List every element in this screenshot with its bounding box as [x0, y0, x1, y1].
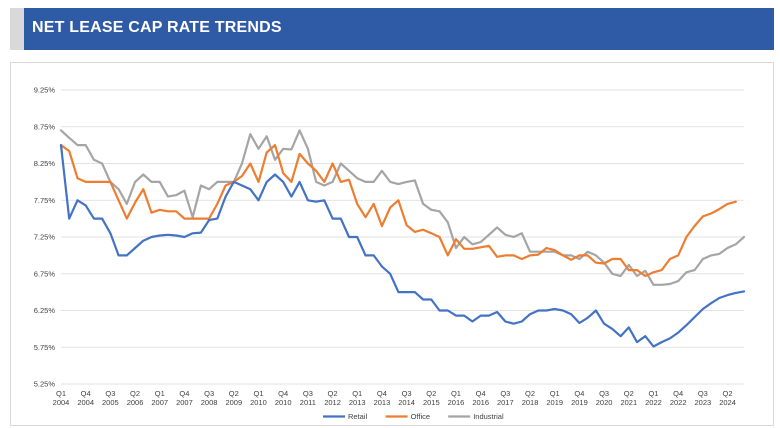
- x-tick-quarter: Q4: [179, 389, 189, 398]
- legend-label-office: Office: [411, 412, 430, 421]
- x-tick-quarter: Q4: [377, 389, 387, 398]
- x-tick-quarter: Q4: [673, 389, 683, 398]
- y-tick-label: 8.25%: [34, 159, 56, 168]
- y-tick-label: 5.25%: [34, 380, 56, 389]
- x-tick-year: 2021: [620, 398, 637, 407]
- x-tick-quarter: Q3: [204, 389, 214, 398]
- x-tick-year: 2016: [448, 398, 465, 407]
- x-tick-year: 2015: [423, 398, 440, 407]
- x-tick-year: 2004: [77, 398, 94, 407]
- x-tick-year: 2011: [300, 398, 316, 407]
- cap-rate-line-chart: 9.25% 8.75% 8.25% 7.75% 7.25% 6.75% 6.25% 5.75%…: [34, 86, 746, 421]
- x-tick-quarter: Q1: [56, 389, 66, 398]
- x-tick-year: 2022: [670, 398, 687, 407]
- x-tick-year: 2013: [349, 398, 366, 407]
- x-tick-quarter: Q1: [550, 389, 560, 398]
- x-tick-quarter: Q3: [500, 389, 510, 398]
- chart-frame: 9.25% 8.75% 8.25% 7.75% 7.25% 6.75% 6.25% 5.75%…: [10, 62, 774, 426]
- x-tick-year: 2007: [151, 398, 168, 407]
- y-tick-label: 9.25%: [34, 86, 56, 95]
- x-tick-quarter: Q1: [352, 389, 362, 398]
- x-tick-quarter: Q2: [229, 389, 239, 398]
- page-title: NET LEASE CAP RATE TRENDS: [32, 19, 282, 36]
- x-tick-year: 2019: [571, 398, 588, 407]
- x-tick-quarter: Q3: [105, 389, 115, 398]
- x-tick-quarter: Q2: [328, 389, 338, 398]
- x-tick-quarter: Q1: [451, 389, 461, 398]
- x-tick-quarter: Q2: [130, 389, 140, 398]
- x-tick-year: 2009: [225, 398, 242, 407]
- x-tick-year: 2020: [596, 398, 613, 407]
- y-tick-label: 7.25%: [34, 233, 56, 242]
- x-tick-quarter: Q2: [723, 389, 733, 398]
- legend-label-retail: Retail: [348, 412, 368, 421]
- x-tick-year: 2014: [398, 398, 415, 407]
- x-tick-quarter: Q3: [698, 389, 708, 398]
- x-tick-quarter: Q2: [624, 389, 634, 398]
- x-tick-year: 2006: [127, 398, 144, 407]
- x-tick-year: 2010: [250, 398, 267, 407]
- x-tick-quarter: Q3: [303, 389, 313, 398]
- x-tick-quarter: Q1: [253, 389, 263, 398]
- x-tick-year: 2004: [53, 398, 70, 407]
- y-tick-label: 7.75%: [34, 196, 56, 205]
- x-tick-year: 2010: [275, 398, 292, 407]
- x-tick-quarter: Q3: [599, 389, 609, 398]
- y-tick-label: 5.75%: [34, 343, 56, 352]
- x-tick-year: 2007: [176, 398, 193, 407]
- y-tick-label: 6.75%: [34, 269, 56, 278]
- x-tick-year: 2019: [546, 398, 563, 407]
- x-tick-quarter: Q4: [278, 389, 288, 398]
- x-tick-year: 2024: [719, 398, 736, 407]
- x-tick-quarter: Q4: [476, 389, 486, 398]
- x-tick-year: 2012: [324, 398, 341, 407]
- x-tick-year: 2008: [201, 398, 218, 407]
- x-tick-year: 2005: [102, 398, 119, 407]
- x-tick-quarter: Q2: [426, 389, 436, 398]
- y-tick-label: 8.75%: [34, 122, 56, 131]
- title-banner-accent: [10, 8, 24, 50]
- x-tick-year: 2018: [522, 398, 539, 407]
- x-tick-year: 2013: [374, 398, 391, 407]
- x-tick-year: 2023: [695, 398, 712, 407]
- x-tick-quarter: Q4: [574, 389, 584, 398]
- x-tick-quarter: Q2: [525, 389, 535, 398]
- x-tick-quarter: Q1: [648, 389, 658, 398]
- series-line-office: [59, 143, 737, 278]
- x-tick-year: 2017: [497, 398, 514, 407]
- title-banner: [10, 8, 774, 50]
- x-tick-quarter: Q1: [155, 389, 165, 398]
- x-tick-quarter: Q3: [402, 389, 412, 398]
- legend-label-industrial: Industrial: [473, 412, 504, 421]
- series-line-retail: [59, 143, 746, 348]
- x-tick-year: 2022: [645, 398, 662, 407]
- x-tick-quarter: Q4: [81, 389, 91, 398]
- y-tick-label: 6.25%: [34, 306, 56, 315]
- series-line-industrial: [59, 129, 746, 286]
- x-tick-year: 2016: [472, 398, 489, 407]
